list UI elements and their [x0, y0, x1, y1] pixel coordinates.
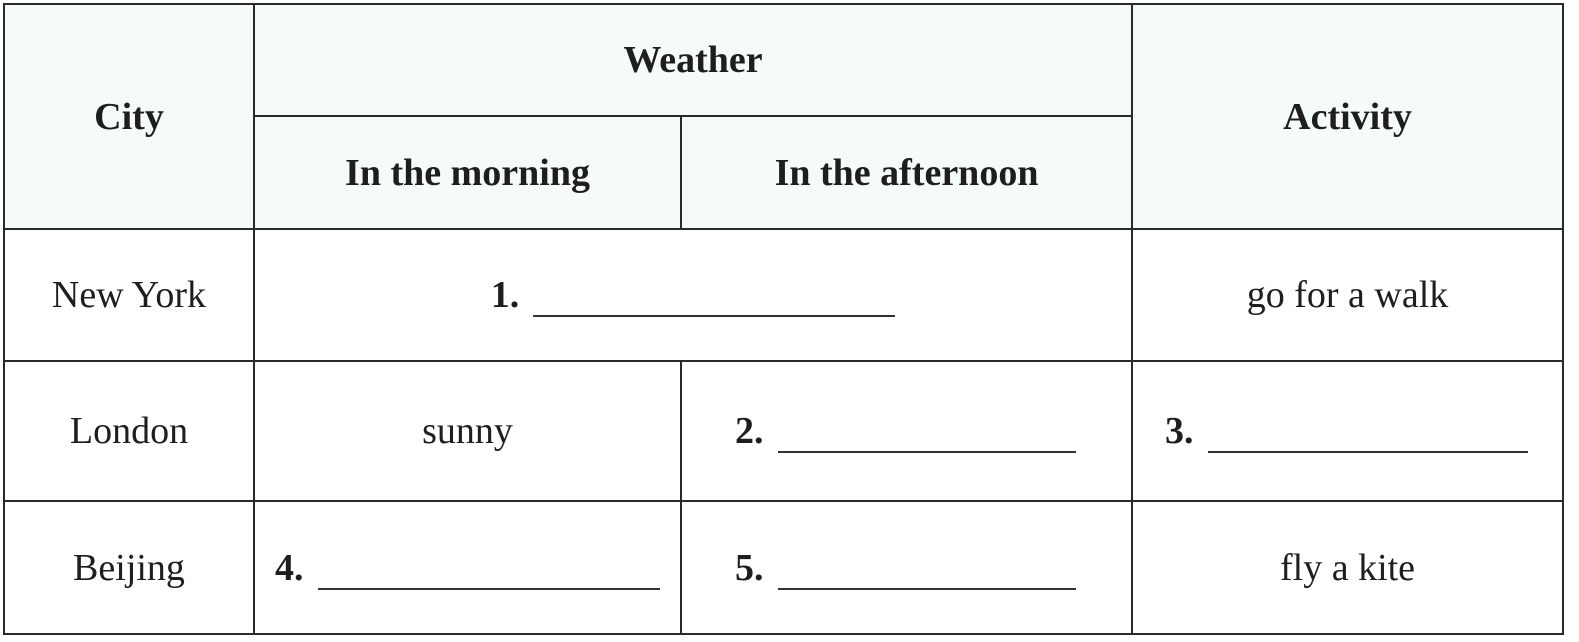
header-activity: Activity: [1131, 3, 1565, 230]
table-row: New York 1. go for a walk: [3, 228, 1565, 362]
header-afternoon: In the afternoon: [679, 115, 1134, 230]
blank-number: 5.: [735, 546, 764, 589]
blank-cell-5: 5.: [679, 500, 1134, 635]
answer-blank[interactable]: [533, 285, 896, 317]
blank-cell-3: 3.: [1131, 360, 1565, 502]
header-city: City: [3, 3, 255, 230]
city-cell: Beijing: [3, 500, 255, 635]
table-row: London sunny 2. 3.: [3, 360, 1565, 502]
city-cell: New York: [3, 228, 255, 362]
weather-activity-table: City Weather Activity In the morning In …: [3, 3, 1565, 635]
blank-number: 2.: [735, 410, 764, 452]
activity-cell: fly a kite: [1131, 500, 1565, 635]
answer-blank[interactable]: [1207, 421, 1528, 453]
answer-blank[interactable]: [777, 421, 1076, 453]
blank-number: 1.: [490, 274, 520, 316]
activity-cell: go for a walk: [1131, 228, 1565, 362]
blank-cell-2: 2.: [679, 360, 1134, 502]
blank-cell-1: 1.: [252, 228, 1134, 362]
header-weather: Weather: [252, 3, 1134, 117]
table-row: Beijing 4. 5. fly a kite: [3, 500, 1565, 635]
answer-blank[interactable]: [317, 558, 660, 590]
city-cell: London: [3, 360, 255, 502]
blank-cell-4: 4.: [253, 500, 682, 635]
answer-blank[interactable]: [777, 558, 1076, 590]
blank-number: 4.: [275, 546, 304, 589]
morning-cell: sunny: [253, 360, 682, 502]
blank-number: 3.: [1165, 410, 1194, 452]
header-morning: In the morning: [253, 115, 682, 230]
